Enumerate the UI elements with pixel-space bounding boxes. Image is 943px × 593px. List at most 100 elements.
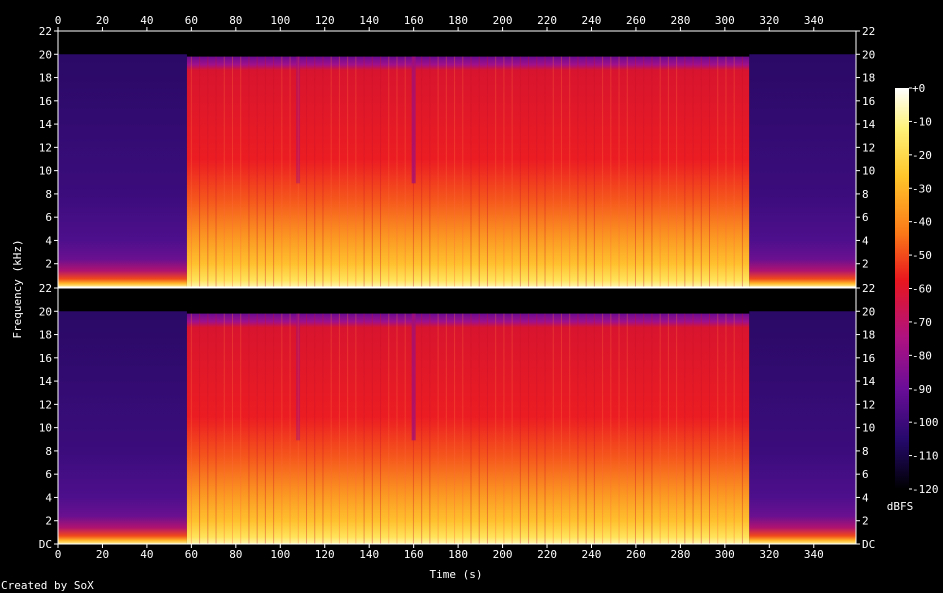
y-tick-label-right: 4 xyxy=(862,491,869,504)
y-tick-label-right: 22 xyxy=(862,282,875,295)
y-tick-label-left: 12 xyxy=(39,398,52,411)
x-tick-label-top: 160 xyxy=(404,14,424,27)
spectrogram-dip xyxy=(296,56,301,184)
y-axis-label: Frequency (kHz) xyxy=(11,239,24,338)
y-tick-label-right: 18 xyxy=(862,329,875,342)
y-tick-label-left: 8 xyxy=(45,188,52,201)
y-tick-label-right: 10 xyxy=(862,422,875,435)
spectrogram-segment-quiet xyxy=(749,311,856,544)
y-tick-label-left: 20 xyxy=(39,48,52,61)
colorbar xyxy=(895,88,909,489)
x-tick-label-top: 320 xyxy=(759,14,779,27)
x-tick-label-bottom: 260 xyxy=(626,548,646,561)
x-tick-label-top: 140 xyxy=(359,14,379,27)
x-tick-label-top: 340 xyxy=(804,14,824,27)
colorbar-tick-label: -60 xyxy=(912,283,932,296)
colorbar-tick-label: -30 xyxy=(912,182,932,195)
x-tick-label-bottom: 80 xyxy=(229,548,242,561)
x-tick-label-top: 300 xyxy=(715,14,735,27)
y-tick-label-right: 12 xyxy=(862,141,875,154)
spectrogram-texture xyxy=(190,313,743,544)
colorbar-tick-label: -50 xyxy=(912,249,932,262)
colorbar-tick-label: -20 xyxy=(912,149,932,162)
y-tick-label-left: 10 xyxy=(39,422,52,435)
y-tick-label-right: 4 xyxy=(862,234,869,247)
y-tick-label-right: 14 xyxy=(862,118,876,131)
x-tick-label-top: 100 xyxy=(270,14,290,27)
x-tick-label-top: 120 xyxy=(315,14,335,27)
spectrogram-segment-quiet xyxy=(58,54,187,287)
colorbar-label: dBFS xyxy=(887,500,914,513)
y-tick-label-right: 8 xyxy=(862,188,869,201)
y-tick-label-left: DC xyxy=(39,538,52,551)
x-tick-label-bottom: 240 xyxy=(582,548,602,561)
x-tick-label-top: 20 xyxy=(96,14,109,27)
colorbar-tick-label: -90 xyxy=(912,383,932,396)
spectrogram-dip xyxy=(296,313,301,441)
plot-frame xyxy=(57,287,857,545)
colorbar-tick-label: -110 xyxy=(912,450,939,463)
y-tick-label-right: 10 xyxy=(862,165,875,178)
x-tick-label-top: 220 xyxy=(537,14,557,27)
x-tick-label-bottom: 320 xyxy=(759,548,779,561)
y-tick-label-right: 16 xyxy=(862,352,875,365)
y-tick-label-left: 18 xyxy=(39,72,52,85)
y-tick-label-left: 22 xyxy=(39,25,52,38)
y-tick-label-left: 8 xyxy=(45,445,52,458)
y-tick-label-right: DC xyxy=(862,538,875,551)
x-tick-label-bottom: 100 xyxy=(270,548,290,561)
y-tick-label-left: 2 xyxy=(45,258,52,271)
x-axis-label: Time (s) xyxy=(430,568,483,581)
x-tick-label-top: 40 xyxy=(140,14,153,27)
y-tick-label-right: 2 xyxy=(862,258,869,271)
x-tick-label-top: 240 xyxy=(582,14,602,27)
y-tick-label-left: 14 xyxy=(39,375,53,388)
y-tick-label-right: 6 xyxy=(862,211,869,224)
spectrogram-segment-quiet xyxy=(749,54,856,287)
x-tick-label-top: 60 xyxy=(185,14,198,27)
x-tick-label-bottom: 340 xyxy=(804,548,824,561)
x-tick-label-bottom: 280 xyxy=(670,548,690,561)
x-tick-label-bottom: 200 xyxy=(493,548,513,561)
y-tick-label-left: 14 xyxy=(39,118,53,131)
y-tick-label-left: 18 xyxy=(39,329,52,342)
y-tick-label-left: 4 xyxy=(45,491,52,504)
x-tick-label-bottom: 40 xyxy=(140,548,153,561)
spectrogram-texture xyxy=(190,56,743,287)
colorbar-tick-label: -80 xyxy=(912,349,932,362)
y-tick-label-right: 20 xyxy=(862,305,875,318)
colorbar-tick-label: -10 xyxy=(912,115,932,128)
x-tick-label-top: 0 xyxy=(55,14,62,27)
y-tick-label-right: 8 xyxy=(862,445,869,458)
y-tick-label-right: 22 xyxy=(862,25,875,38)
y-tick-label-left: 16 xyxy=(39,95,52,108)
spectrogram-dip xyxy=(411,313,416,441)
y-tick-label-right: 18 xyxy=(862,72,875,85)
y-tick-label-left: 16 xyxy=(39,352,52,365)
y-tick-label-right: 6 xyxy=(862,468,869,481)
x-tick-label-bottom: 60 xyxy=(185,548,198,561)
x-tick-label-top: 80 xyxy=(229,14,242,27)
credit-text: Created by SoX xyxy=(1,579,94,592)
y-tick-label-right: 16 xyxy=(862,95,875,108)
y-tick-label-left: 10 xyxy=(39,165,52,178)
y-tick-label-right: 2 xyxy=(862,515,869,528)
y-tick-label-left: 22 xyxy=(39,282,52,295)
y-tick-label-left: 4 xyxy=(45,234,52,247)
colorbar-tick-label: -70 xyxy=(912,316,932,329)
y-tick-label-right: 12 xyxy=(862,398,875,411)
plot-frame xyxy=(57,30,857,288)
x-tick-label-bottom: 0 xyxy=(55,548,62,561)
spectrogram-dip xyxy=(411,56,416,184)
spectrogram-segment-quiet xyxy=(58,311,187,544)
y-tick-label-left: 12 xyxy=(39,141,52,154)
x-tick-label-bottom: 20 xyxy=(96,548,109,561)
colorbar-tick-label: -100 xyxy=(912,416,939,429)
y-tick-label-left: 20 xyxy=(39,305,52,318)
x-tick-label-top: 260 xyxy=(626,14,646,27)
x-tick-label-top: 180 xyxy=(448,14,468,27)
y-tick-label-left: 6 xyxy=(45,211,52,224)
y-tick-label-left: 2 xyxy=(45,515,52,528)
y-tick-label-right: 20 xyxy=(862,48,875,61)
